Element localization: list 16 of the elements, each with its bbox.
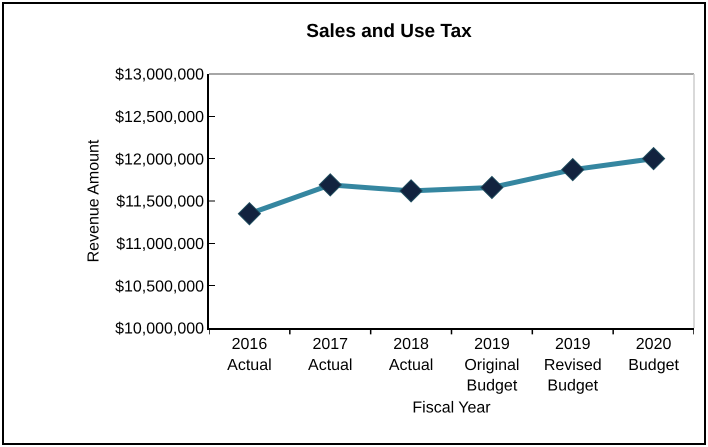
- y-tick-label: $10,000,000: [115, 320, 204, 338]
- x-tick-label: 2019 Revised Budget: [544, 336, 602, 395]
- y-tick-label: $10,500,000: [115, 278, 204, 296]
- y-tick-label: $11,500,000: [116, 194, 204, 211]
- y-tick-label: $13,000,000: [115, 66, 204, 84]
- x-tick-label: 2018 Actual: [388, 336, 434, 374]
- y-tick-label: $12,500,000: [115, 108, 204, 126]
- x-tick-label: 2019 Original Budget: [464, 336, 520, 395]
- x-tick-label: 2020 Budget: [628, 336, 680, 374]
- y-axis-title: Revenue Amount: [85, 139, 102, 262]
- x-axis-title: Fiscal Year: [412, 400, 492, 417]
- y-tick-label: $12,000,000: [115, 151, 204, 168]
- y-tick-label: $11,000,000: [116, 236, 204, 253]
- x-tick-label: 2017 Actual: [308, 336, 352, 374]
- x-tick-label: 2016 Actual: [227, 336, 272, 374]
- chart-title: Sales and Use Tax: [306, 21, 472, 42]
